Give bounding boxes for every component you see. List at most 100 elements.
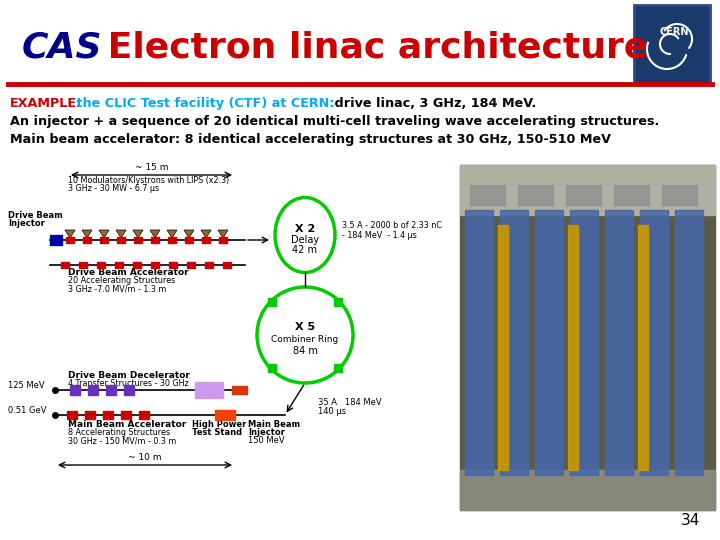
Text: Injector: Injector <box>8 219 45 228</box>
FancyBboxPatch shape <box>634 5 710 83</box>
Bar <box>115 262 123 268</box>
Text: 140 μs: 140 μs <box>318 407 346 416</box>
Text: High Power: High Power <box>192 420 246 429</box>
Text: drive linac, 3 GHz, 184 MeV.: drive linac, 3 GHz, 184 MeV. <box>330 97 536 110</box>
Text: the CLIC Test facility (CTF) at CERN:: the CLIC Test facility (CTF) at CERN: <box>72 97 334 110</box>
Bar <box>215 410 235 420</box>
Text: EXAMPLE:: EXAMPLE: <box>10 97 82 110</box>
Text: 34: 34 <box>680 513 700 528</box>
Bar <box>79 262 87 268</box>
Bar <box>88 385 98 395</box>
Polygon shape <box>116 230 126 238</box>
Text: Combiner Ring: Combiner Ring <box>271 335 338 345</box>
Text: An injector + a sequence of 20 identical multi-cell traveling wave accelerating : An injector + a sequence of 20 identical… <box>10 115 660 128</box>
Bar <box>535 210 563 475</box>
Bar <box>498 225 508 470</box>
Text: X 2: X 2 <box>295 224 315 234</box>
Bar <box>232 386 247 394</box>
Bar <box>61 262 69 268</box>
Bar <box>518 185 553 205</box>
Text: Electron linac architecture: Electron linac architecture <box>95 31 649 65</box>
Bar <box>662 185 697 205</box>
Bar <box>333 363 341 372</box>
Polygon shape <box>82 230 92 238</box>
Polygon shape <box>201 230 211 238</box>
Text: 4 Transfer Structures - 30 GHz: 4 Transfer Structures - 30 GHz <box>68 379 189 388</box>
Bar <box>117 237 125 243</box>
Bar <box>103 411 113 419</box>
Bar <box>83 237 91 243</box>
Text: Drive Beam: Drive Beam <box>8 211 63 220</box>
Text: ~ 15 m: ~ 15 m <box>135 163 168 172</box>
Bar <box>605 210 633 475</box>
Bar <box>570 210 598 475</box>
Bar <box>100 237 108 243</box>
Text: Delay: Delay <box>291 235 319 245</box>
Bar <box>66 237 74 243</box>
Bar <box>500 210 528 475</box>
Bar <box>460 470 715 510</box>
Polygon shape <box>167 230 177 238</box>
Bar <box>675 210 703 475</box>
Text: 8 Accelerating Structures: 8 Accelerating Structures <box>68 428 170 437</box>
Text: Main beam accelerator: 8 identical accelerating structures at 30 GHz, 150-510 Me: Main beam accelerator: 8 identical accel… <box>10 133 611 146</box>
Text: 3.5 A - 2000 b of 2.33 nC: 3.5 A - 2000 b of 2.33 nC <box>342 221 442 230</box>
Bar <box>614 185 649 205</box>
Bar <box>70 385 80 395</box>
Polygon shape <box>150 230 160 238</box>
Text: 0.51 GeV: 0.51 GeV <box>8 406 47 415</box>
Text: Main Beam Accelerator: Main Beam Accelerator <box>68 420 186 429</box>
Bar <box>333 299 341 307</box>
Bar <box>223 262 231 268</box>
Bar <box>134 237 142 243</box>
Bar <box>470 185 505 205</box>
Bar <box>67 411 77 419</box>
Bar <box>151 237 159 243</box>
Text: 3 GHz -7.0 MV/m - 1.3 m: 3 GHz -7.0 MV/m - 1.3 m <box>68 284 166 293</box>
Text: Drive Beam Decelerator: Drive Beam Decelerator <box>68 371 190 380</box>
Bar <box>205 262 213 268</box>
Polygon shape <box>218 230 228 238</box>
Text: 20 Accelerating Structures: 20 Accelerating Structures <box>68 276 175 285</box>
Polygon shape <box>184 230 194 238</box>
Text: Main Beam: Main Beam <box>248 420 300 429</box>
Text: 150 MeV: 150 MeV <box>248 436 284 445</box>
Bar <box>168 237 176 243</box>
Polygon shape <box>133 230 143 238</box>
Bar <box>50 235 62 245</box>
Bar <box>638 225 648 470</box>
Text: X 5: X 5 <box>295 322 315 332</box>
Bar <box>460 165 715 215</box>
Bar <box>202 237 210 243</box>
Bar <box>151 262 159 268</box>
Bar <box>568 225 578 470</box>
Bar <box>219 237 227 243</box>
Text: 10 Modulators/Klystrons with LIPS (x2.3): 10 Modulators/Klystrons with LIPS (x2.3) <box>68 176 229 185</box>
Text: CERN: CERN <box>660 27 689 37</box>
Text: Test Stand: Test Stand <box>192 428 242 437</box>
Bar <box>465 210 493 475</box>
Bar <box>187 262 195 268</box>
Text: 35 A   184 MeV: 35 A 184 MeV <box>318 398 382 407</box>
Text: 42 m: 42 m <box>292 245 318 255</box>
Bar <box>185 237 193 243</box>
Bar <box>169 262 177 268</box>
Polygon shape <box>99 230 109 238</box>
Text: ~ 10 m: ~ 10 m <box>128 453 162 462</box>
Bar <box>124 385 134 395</box>
Bar <box>139 411 149 419</box>
Bar <box>85 411 95 419</box>
Text: CAS: CAS <box>22 31 102 65</box>
Bar <box>640 210 668 475</box>
Bar <box>269 299 276 307</box>
Text: - 184 MeV  - 1.4 μs: - 184 MeV - 1.4 μs <box>342 231 417 240</box>
Text: Injector: Injector <box>248 428 285 437</box>
Bar <box>106 385 116 395</box>
Text: 125 MeV: 125 MeV <box>8 381 45 390</box>
Text: Drive Beam Accelerator: Drive Beam Accelerator <box>68 268 189 277</box>
Text: 3 GHz - 30 MW - 6.7 μs: 3 GHz - 30 MW - 6.7 μs <box>68 184 159 193</box>
Bar <box>133 262 141 268</box>
Bar <box>195 382 223 398</box>
Text: 84 m: 84 m <box>292 346 318 356</box>
Bar <box>97 262 105 268</box>
